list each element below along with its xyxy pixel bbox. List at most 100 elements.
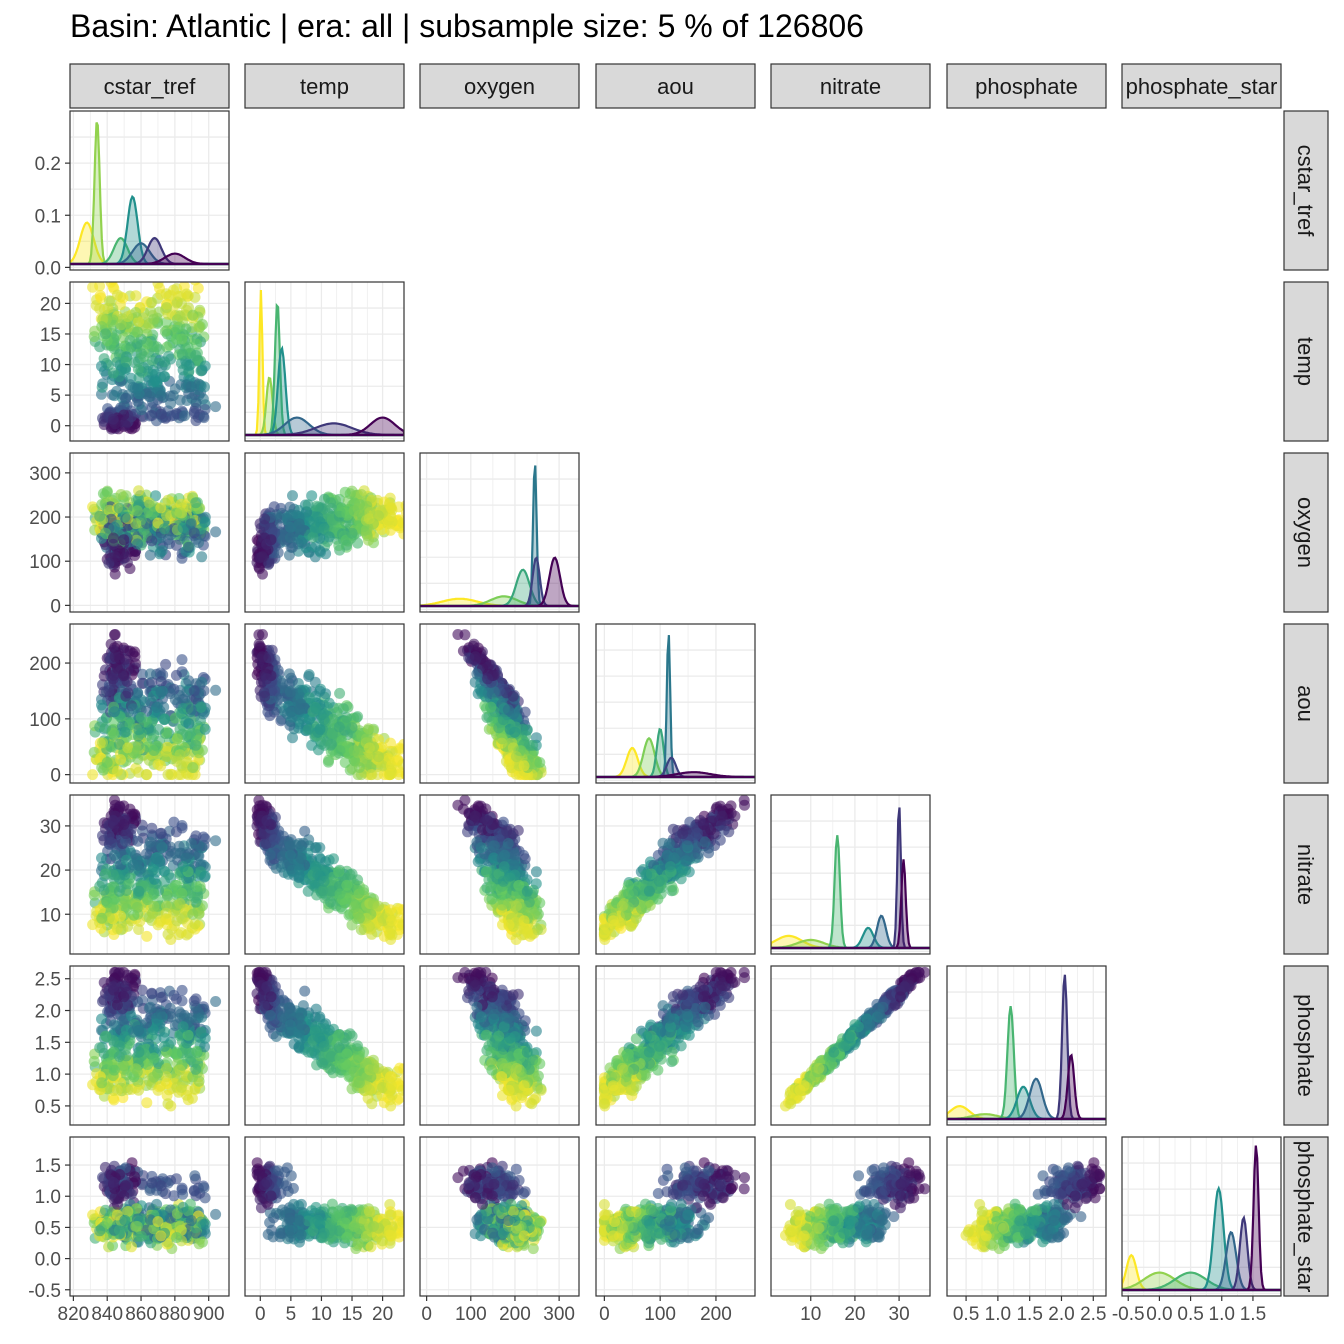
strip-top-label: phosphate (975, 74, 1078, 99)
scatter-points (251, 795, 404, 945)
point (148, 745, 160, 756)
point (323, 854, 335, 866)
grid (245, 282, 404, 441)
strip-right-label: oxygen (1293, 497, 1318, 568)
density-5 (596, 771, 755, 779)
point (115, 754, 127, 766)
scatter-points (87, 795, 222, 945)
panel-aou-vs-cstar_tref (69, 623, 230, 784)
point (109, 568, 121, 580)
point (477, 824, 488, 836)
point (519, 853, 531, 865)
point (113, 738, 125, 750)
point (162, 494, 174, 506)
point (310, 861, 322, 873)
point (339, 486, 351, 498)
point (155, 676, 167, 688)
point (176, 298, 187, 310)
point (144, 836, 156, 848)
point (261, 538, 273, 550)
point (119, 511, 131, 523)
point (155, 840, 167, 852)
point (360, 733, 372, 745)
point (310, 522, 322, 534)
point (199, 516, 211, 528)
point (522, 927, 534, 939)
point (312, 726, 324, 738)
point (482, 815, 494, 826)
point (376, 912, 388, 924)
panel-border (244, 623, 405, 784)
point (132, 835, 144, 847)
point (303, 669, 315, 681)
point (171, 879, 183, 891)
point (113, 502, 125, 514)
point (155, 502, 167, 514)
point (385, 737, 396, 749)
point (113, 885, 125, 897)
point (111, 923, 123, 935)
point (171, 333, 183, 345)
strip-top-phosphate: phosphate (946, 63, 1107, 109)
point (463, 819, 475, 831)
point (192, 282, 204, 294)
point (210, 526, 222, 538)
point (293, 518, 305, 530)
point (120, 393, 132, 405)
point (385, 502, 397, 514)
point (498, 861, 510, 873)
point (108, 706, 120, 718)
point (175, 927, 187, 939)
point (146, 676, 158, 688)
point (190, 497, 202, 509)
point (119, 653, 131, 665)
point (210, 684, 222, 696)
point (372, 510, 384, 522)
point (352, 711, 364, 723)
point (101, 897, 113, 909)
point (187, 762, 199, 773)
point (135, 348, 147, 360)
point (177, 522, 189, 534)
panel-oxygen-vs-oxygen (419, 452, 580, 613)
point (96, 852, 107, 864)
point (146, 822, 158, 834)
point (120, 835, 132, 847)
panel-cstar_tref-vs-cstar_tref (69, 110, 230, 271)
point (94, 880, 106, 892)
panel-aou-vs-aou (595, 623, 756, 784)
point (189, 918, 201, 930)
point (135, 712, 147, 723)
point (119, 726, 131, 738)
strip-right-label: nitrate (1293, 844, 1318, 905)
point (323, 531, 335, 543)
scatter-points (251, 629, 404, 781)
point (299, 825, 311, 837)
point (318, 714, 330, 726)
point (159, 875, 170, 887)
point (530, 878, 542, 890)
point (97, 378, 109, 390)
point (100, 527, 111, 539)
point (360, 524, 372, 536)
point (155, 289, 167, 301)
point (101, 757, 113, 768)
point (183, 541, 195, 553)
point (103, 685, 115, 696)
panel-temp-vs-temp (244, 281, 405, 442)
point (397, 919, 404, 931)
point (482, 673, 494, 685)
point (325, 896, 337, 908)
strip-top-label: nitrate (820, 74, 881, 99)
density-curves (596, 635, 755, 779)
point (164, 390, 176, 402)
point (284, 521, 296, 533)
point (130, 518, 142, 530)
point (151, 853, 163, 865)
point (155, 760, 167, 772)
point (353, 762, 365, 773)
point (155, 390, 167, 402)
point (363, 723, 374, 735)
point (259, 513, 271, 525)
point (174, 507, 186, 518)
